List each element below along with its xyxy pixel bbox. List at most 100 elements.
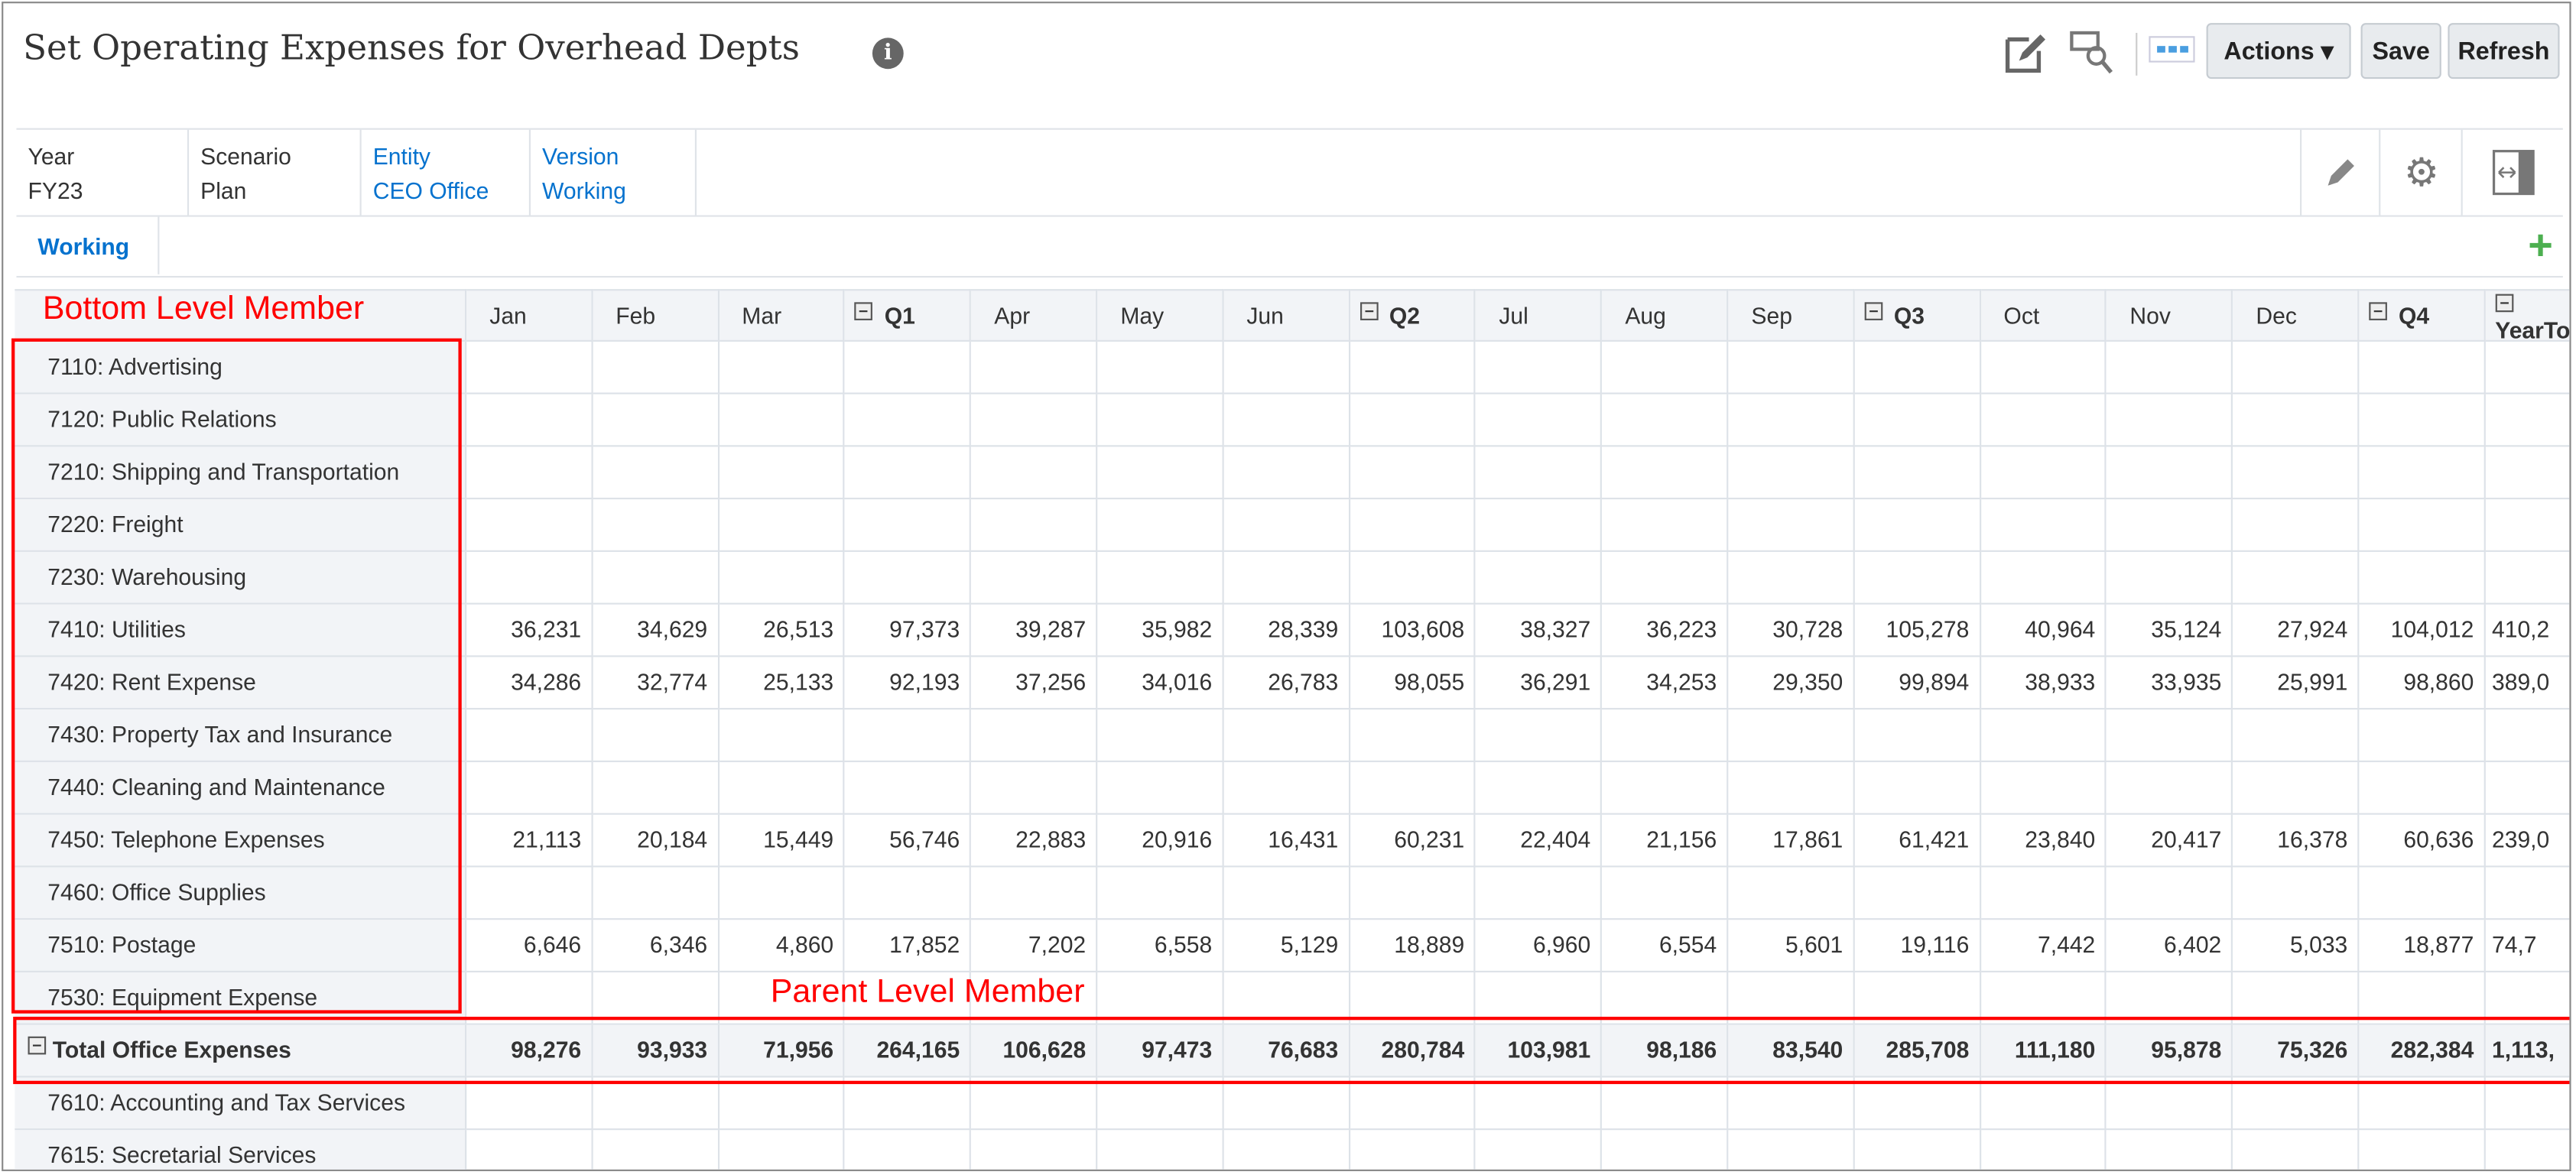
data-cell[interactable]: 6,646: [466, 920, 593, 972]
data-cell[interactable]: 75,326: [2233, 1024, 2360, 1078]
data-cell[interactable]: 60,231: [1350, 814, 1476, 868]
data-cell[interactable]: [466, 709, 593, 762]
data-cell[interactable]: 25,991: [2233, 657, 2360, 710]
data-cell[interactable]: 37,256: [971, 657, 1098, 710]
data-cell[interactable]: 103,608: [1350, 604, 1476, 657]
data-cell[interactable]: 26,513: [719, 604, 846, 657]
data-cell[interactable]: 38,327: [1476, 604, 1603, 657]
data-cell[interactable]: [1476, 867, 1603, 920]
data-cell[interactable]: [2233, 1130, 2360, 1170]
data-cell[interactable]: [1350, 1077, 1476, 1131]
data-cell[interactable]: 15,449: [719, 814, 846, 868]
data-cell[interactable]: 36,223: [1602, 604, 1729, 657]
data-cell[interactable]: [1476, 551, 1603, 605]
data-cell[interactable]: [1602, 709, 1729, 762]
data-cell[interactable]: 5,033: [2233, 920, 2360, 972]
data-cell[interactable]: [1476, 709, 1603, 762]
data-cell[interactable]: [593, 341, 720, 394]
data-cell[interactable]: [1350, 972, 1476, 1025]
data-cell[interactable]: [1350, 867, 1476, 920]
data-cell[interactable]: 7,202: [971, 920, 1098, 972]
data-cell[interactable]: [2233, 499, 2360, 552]
data-cell[interactable]: [1728, 551, 1855, 605]
data-cell[interactable]: [466, 394, 593, 447]
data-cell[interactable]: [971, 867, 1098, 920]
data-cell[interactable]: [2233, 341, 2360, 394]
more-icon[interactable]: [2149, 36, 2195, 63]
column-header[interactable]: Dec: [2233, 289, 2360, 342]
data-cell[interactable]: [1980, 709, 2107, 762]
data-cell[interactable]: [2107, 867, 2233, 920]
column-header[interactable]: Q4: [2359, 289, 2486, 342]
data-cell[interactable]: [1223, 446, 1350, 500]
data-cell[interactable]: 98,055: [1350, 657, 1476, 710]
column-header[interactable]: Oct: [1980, 289, 2107, 342]
data-cell[interactable]: [845, 1077, 972, 1131]
data-cell[interactable]: [2233, 709, 2360, 762]
data-cell[interactable]: [719, 867, 846, 920]
expand-button[interactable]: [2461, 129, 2565, 216]
data-cell[interactable]: [1728, 709, 1855, 762]
column-header[interactable]: Feb: [593, 289, 720, 342]
data-cell[interactable]: [1350, 499, 1476, 552]
data-cell[interactable]: 34,016: [1097, 657, 1224, 710]
column-header[interactable]: YearTo: [2485, 289, 2570, 342]
data-cell[interactable]: [593, 551, 720, 605]
data-cell[interactable]: [1602, 446, 1729, 500]
data-cell[interactable]: [719, 499, 846, 552]
data-cell[interactable]: 56,746: [845, 814, 972, 868]
data-cell[interactable]: [845, 499, 972, 552]
data-cell[interactable]: [1350, 394, 1476, 447]
data-cell[interactable]: 36,291: [1476, 657, 1603, 710]
data-cell[interactable]: [845, 341, 972, 394]
data-cell[interactable]: [1854, 709, 1981, 762]
data-cell[interactable]: [845, 972, 972, 1025]
data-cell[interactable]: [1350, 341, 1476, 394]
data-cell[interactable]: [1350, 761, 1476, 815]
data-cell[interactable]: 104,012: [2359, 604, 2486, 657]
data-cell[interactable]: [1602, 341, 1729, 394]
data-cell[interactable]: [2485, 499, 2570, 552]
data-cell[interactable]: 20,184: [593, 814, 720, 868]
data-cell[interactable]: [2485, 1130, 2569, 1170]
column-header[interactable]: Mar: [719, 289, 846, 342]
data-cell[interactable]: [1223, 709, 1350, 762]
data-cell[interactable]: [971, 709, 1098, 762]
data-cell[interactable]: [2233, 1077, 2360, 1131]
data-cell[interactable]: 111,180: [1980, 1024, 2107, 1078]
data-cell[interactable]: [2485, 762, 2570, 815]
data-cell[interactable]: [2485, 867, 2570, 920]
data-cell[interactable]: 285,708: [1854, 1024, 1981, 1078]
data-cell[interactable]: [466, 867, 593, 920]
data-cell[interactable]: 389,0: [2485, 657, 2570, 710]
collapse-icon[interactable]: [28, 1036, 47, 1055]
data-cell[interactable]: [1602, 972, 1729, 1025]
data-cell[interactable]: [2485, 972, 2570, 1025]
data-cell[interactable]: [1476, 972, 1603, 1025]
data-cell[interactable]: [1854, 1077, 1981, 1131]
data-cell[interactable]: [1476, 394, 1603, 447]
data-cell[interactable]: [1854, 972, 1981, 1025]
data-cell[interactable]: [971, 1077, 1098, 1131]
data-cell[interactable]: 39,287: [971, 604, 1098, 657]
data-cell[interactable]: 32,774: [593, 657, 720, 710]
data-cell[interactable]: [1223, 394, 1350, 447]
data-cell[interactable]: [1223, 761, 1350, 815]
data-cell[interactable]: [971, 394, 1098, 447]
data-cell[interactable]: [593, 499, 720, 552]
data-cell[interactable]: 23,840: [1980, 814, 2107, 868]
data-cell[interactable]: [466, 551, 593, 605]
data-cell[interactable]: 21,113: [466, 814, 593, 868]
data-cell[interactable]: 264,165: [845, 1024, 972, 1078]
data-cell[interactable]: [1728, 867, 1855, 920]
data-cell[interactable]: [1980, 1130, 2107, 1170]
data-cell[interactable]: [845, 1130, 972, 1170]
data-cell[interactable]: [2359, 1077, 2486, 1131]
data-cell[interactable]: [2107, 341, 2233, 394]
data-cell[interactable]: [2107, 499, 2233, 552]
data-cell[interactable]: [1097, 499, 1224, 552]
data-cell[interactable]: [1476, 341, 1603, 394]
data-cell[interactable]: [719, 1130, 846, 1170]
data-cell[interactable]: [1223, 972, 1350, 1025]
data-cell[interactable]: [1476, 446, 1603, 500]
